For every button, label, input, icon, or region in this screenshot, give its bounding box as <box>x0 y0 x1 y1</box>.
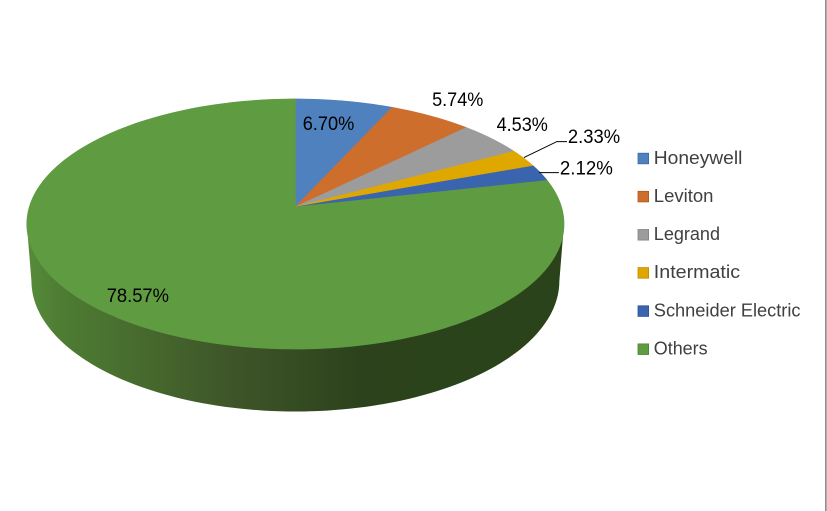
svg-text:Legrand: Legrand <box>654 223 720 244</box>
svg-text:Others: Others <box>654 338 708 359</box>
svg-text:Intermatic: Intermatic <box>654 261 740 282</box>
svg-text:4.53%: 4.53% <box>497 114 548 136</box>
svg-text:2.12%: 2.12% <box>560 157 613 179</box>
svg-text:2.33%: 2.33% <box>568 126 620 148</box>
svg-text:Leviton: Leviton <box>654 185 714 206</box>
svg-text:Schneider Electric: Schneider Electric <box>654 299 801 320</box>
svg-text:78.57%: 78.57% <box>107 285 169 307</box>
svg-text:5.74%: 5.74% <box>432 89 483 111</box>
svg-text:Honeywell: Honeywell <box>654 147 743 168</box>
svg-text:6.70%: 6.70% <box>303 113 355 135</box>
